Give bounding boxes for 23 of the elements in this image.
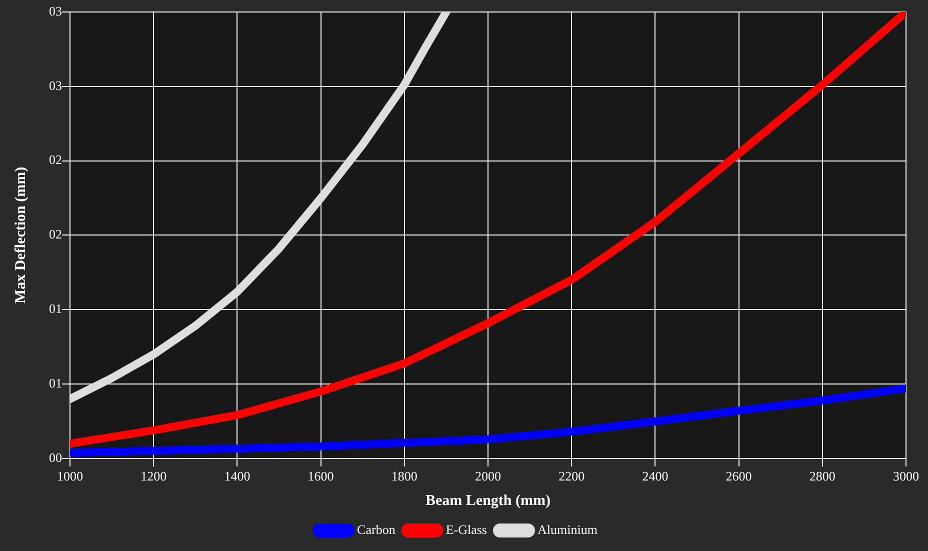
x-tick-label: 1000 — [57, 468, 83, 484]
x-tick-label: 3000 — [893, 468, 919, 484]
x-tick-label: 2200 — [558, 468, 585, 484]
x-tick-label: 1800 — [391, 468, 418, 484]
text: 02 — [49, 152, 62, 168]
text: 03 — [49, 3, 62, 18]
legend-label: Carbon — [357, 522, 396, 537]
text: 01 — [49, 375, 62, 390]
text: 02 — [49, 226, 62, 242]
x-axis-title: Beam Length (mm) — [426, 492, 550, 509]
text: 03 — [49, 78, 62, 93]
x-tick-label: 2600 — [726, 468, 752, 484]
y-axis-title: Max Deflection (mm) — [12, 166, 29, 304]
text: 01 — [49, 301, 62, 316]
x-tick-label: 2000 — [475, 468, 501, 484]
x-tick-label: 2400 — [642, 468, 668, 484]
x-tick-label: 1200 — [140, 468, 167, 484]
x-tick-label: 1400 — [224, 468, 250, 484]
legend-label: Aluminium — [537, 522, 598, 537]
x-tick-label: 1600 — [308, 468, 334, 484]
text: 00 — [49, 450, 62, 465]
x-tick-label: 2800 — [809, 468, 836, 484]
legend-label: E-Glass — [446, 522, 488, 537]
